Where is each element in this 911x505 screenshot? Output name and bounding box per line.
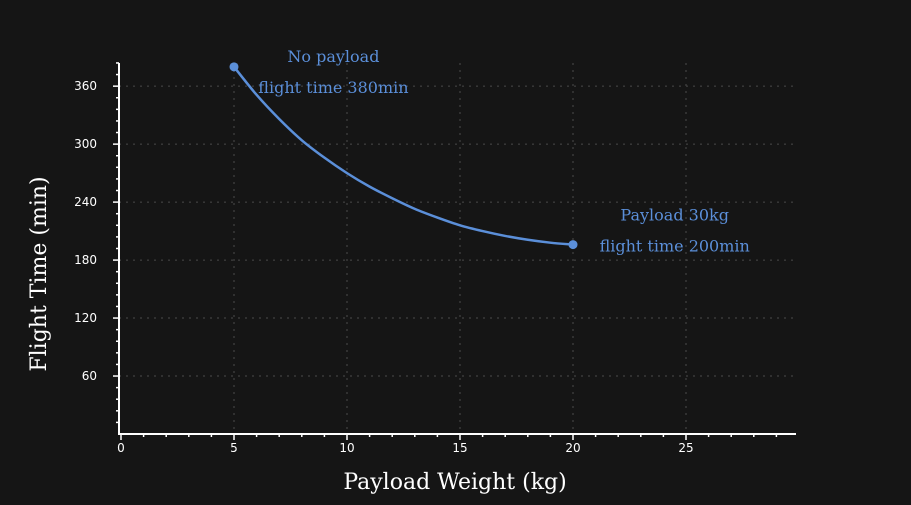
endpoint-marker (568, 240, 578, 250)
y-axis-title: Flight Time (min) (27, 176, 52, 371)
y-tick-label: 120 (74, 311, 97, 325)
y-tick-label: 60 (82, 369, 97, 383)
x-tick-label: 20 (565, 441, 580, 455)
x-axis-title: Payload Weight (kg) (343, 470, 566, 495)
y-tick-label: 240 (74, 195, 97, 209)
x-tick-label: 10 (339, 441, 354, 455)
x-tick-label: 15 (452, 441, 467, 455)
annotation-label: flight time 380min (258, 78, 408, 97)
x-tick-label: 25 (678, 441, 693, 455)
endpoint-marker (229, 62, 239, 72)
ticks: 60 120 180 240 300 360 0 5 10 15 20 25 (74, 62, 778, 455)
series (229, 62, 578, 250)
y-tick-label: 360 (74, 79, 97, 93)
series-line (232, 65, 575, 246)
grid (119, 63, 796, 434)
annotation-label: Payload 30kg (620, 205, 729, 224)
annotation-label: No payload (287, 47, 379, 66)
y-tick-label: 180 (74, 253, 97, 267)
y-tick-label: 300 (74, 137, 97, 151)
x-tick-label: 5 (230, 441, 238, 455)
x-tick-label: 0 (117, 441, 125, 455)
annotations: No payload flight time 380min Payload 30kg… (258, 47, 750, 255)
annotation-label: flight time 200min (600, 236, 750, 255)
